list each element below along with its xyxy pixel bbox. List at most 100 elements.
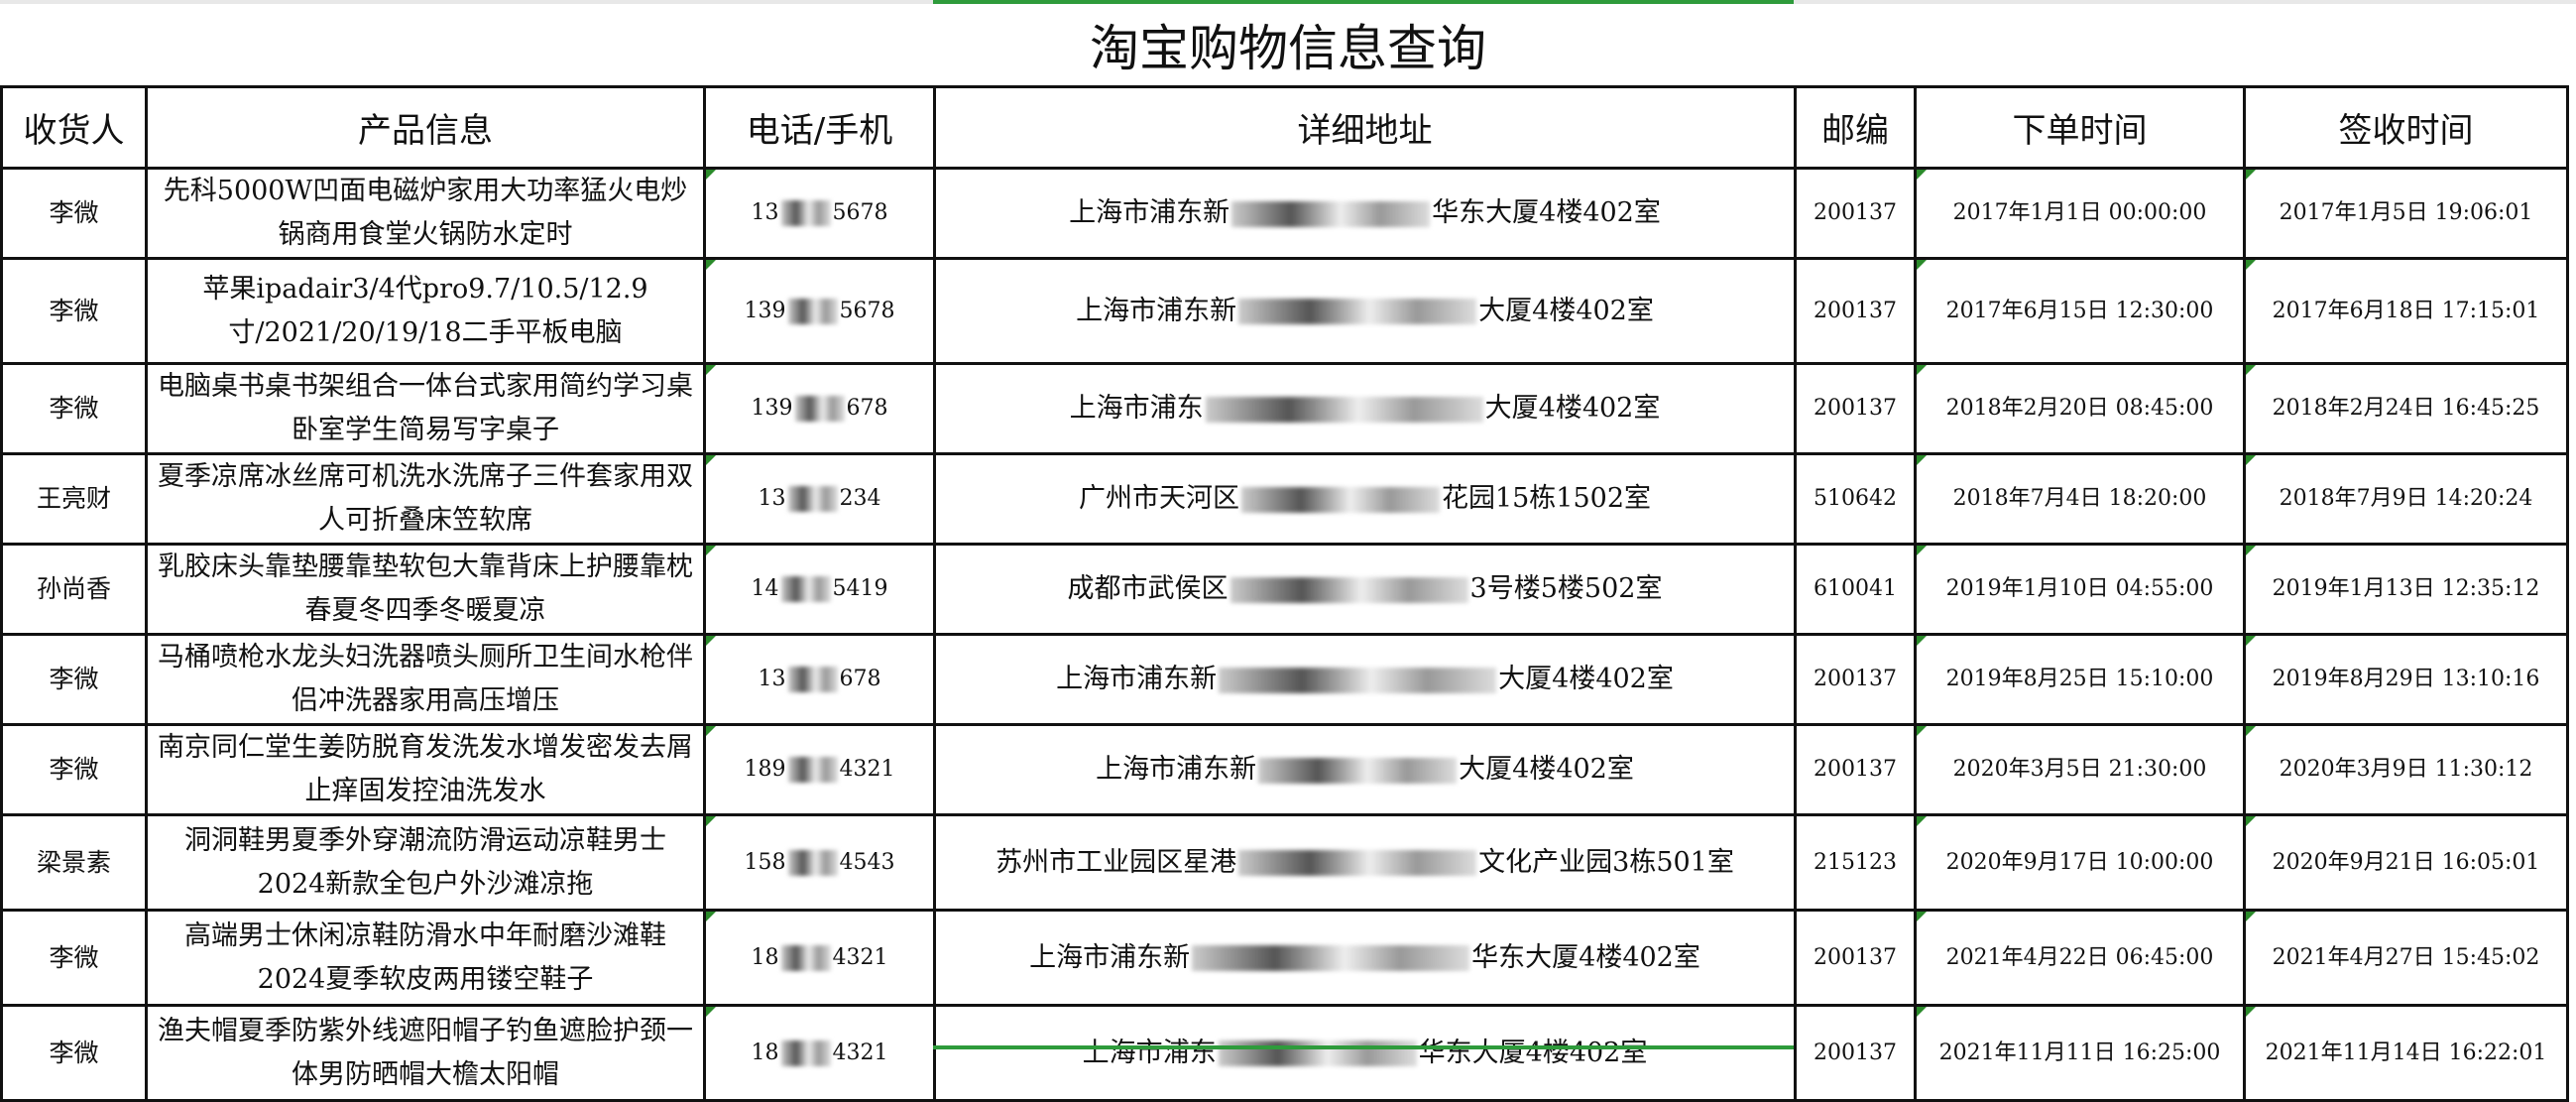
cell-order-time[interactable]: 2018年7月4日 18:20:00 — [1914, 452, 2246, 546]
redaction-blur — [794, 396, 845, 422]
phone-suffix: 5678 — [832, 200, 888, 225]
cell-address[interactable]: 广州市天河区 花园15栋1502室 — [933, 452, 1797, 546]
cell-recipient[interactable]: 李微 — [0, 167, 148, 260]
cell-recipient[interactable]: 王亮财 — [0, 452, 148, 546]
phone-suffix: 234 — [839, 486, 881, 511]
cell-zip[interactable]: 610041 — [1794, 543, 1917, 636]
cell-recipient[interactable]: 李微 — [0, 1004, 148, 1102]
cell-product[interactable]: 洞洞鞋男夏季外穿潮流防滑运动凉鞋男士2024新款全包户外沙滩凉拖 — [145, 813, 706, 912]
cell-recipient[interactable]: 李微 — [0, 257, 148, 365]
phone-prefix: 158 — [744, 849, 786, 875]
cell-order-time[interactable]: 2019年8月25日 15:10:00 — [1914, 633, 2246, 726]
header-sign-time[interactable]: 签收时间 — [2243, 85, 2569, 170]
cell-phone[interactable]: 13 5678 — [703, 167, 936, 260]
cell-address[interactable]: 上海市浦东 华东大厦4楼402室 — [933, 1004, 1797, 1102]
cell-recipient[interactable]: 李微 — [0, 909, 148, 1007]
cell-sign-time[interactable]: 2018年7月9日 14:20:24 — [2243, 452, 2569, 546]
cell-address[interactable]: 上海市浦东新 大厦4楼402室 — [933, 633, 1797, 726]
cell-product[interactable]: 渔夫帽夏季防紫外线遮阳帽子钓鱼遮脸护颈一体男防晒帽大檐太阳帽 — [145, 1004, 706, 1102]
address-prefix: 上海市浦东 — [1069, 393, 1204, 424]
cell-order-time[interactable]: 2018年2月20日 08:45:00 — [1914, 362, 2246, 455]
cell-product[interactable]: 南京同仁堂生姜防脱育发洗发水增发密发去屑止痒固发控油洗发水 — [145, 723, 706, 816]
cell-phone[interactable]: 18 4321 — [703, 909, 936, 1007]
cell-phone[interactable]: 189 4321 — [703, 723, 936, 816]
cell-address[interactable]: 上海市浦东 大厦4楼402室 — [933, 362, 1797, 455]
cell-sign-time[interactable]: 2017年1月5日 19:06:01 — [2243, 167, 2569, 260]
cell-recipient[interactable]: 孙尚香 — [0, 543, 148, 636]
cell-order-time[interactable]: 2017年6月15日 12:30:00 — [1914, 257, 2246, 365]
cell-order-time[interactable]: 2020年3月5日 21:30:00 — [1914, 723, 2246, 816]
cell-order-time[interactable]: 2021年4月22日 06:45:00 — [1914, 909, 2246, 1007]
header-address[interactable]: 详细地址 — [933, 85, 1797, 170]
cell-product[interactable]: 高端男士休闲凉鞋防滑水中年耐磨沙滩鞋2024夏季软皮两用镂空鞋子 — [145, 909, 706, 1007]
header-row: 收货人 产品信息 电话/手机 详细地址 邮编 下单时间 签收时间 — [0, 85, 2569, 170]
cell-product[interactable]: 乳胶床头靠垫腰靠垫软包大靠背床上护腰靠枕春夏冬四季冬暖夏凉 — [145, 543, 706, 636]
cell-product[interactable]: 夏季凉席冰丝席可机洗水洗席子三件套家用双人可折叠床笠软席 — [145, 452, 706, 546]
cell-order-time[interactable]: 2020年9月17日 10:00:00 — [1914, 813, 2246, 912]
cell-sign-time[interactable]: 2020年3月9日 11:30:12 — [2243, 723, 2569, 816]
cell-recipient[interactable]: 李微 — [0, 723, 148, 816]
phone-suffix: 678 — [839, 667, 881, 691]
redaction-blur — [780, 944, 831, 971]
header-order-time[interactable]: 下单时间 — [1914, 85, 2246, 170]
cell-phone[interactable]: 13 234 — [703, 452, 936, 546]
address-suffix: 大厦4楼402室 — [1478, 295, 1654, 326]
address-prefix: 上海市浦东新 — [1076, 295, 1237, 326]
phone-suffix: 678 — [846, 396, 888, 421]
cell-sign-time[interactable]: 2019年1月13日 12:35:12 — [2243, 543, 2569, 636]
cell-sign-time[interactable]: 2018年2月24日 16:45:25 — [2243, 362, 2569, 455]
cell-product[interactable]: 马桶喷枪水龙头妇洗器喷头厕所卫生间水枪伴侣冲洗器家用高压增压 — [145, 633, 706, 726]
cell-product[interactable]: 电脑桌书桌书架组合一体台式家用简约学习桌卧室学生简易写字桌子 — [145, 362, 706, 455]
cell-phone[interactable]: 13 678 — [703, 633, 936, 726]
header-recipient[interactable]: 收货人 — [0, 85, 148, 170]
cell-zip[interactable]: 200137 — [1794, 633, 1917, 726]
cell-zip[interactable]: 200137 — [1794, 1004, 1917, 1102]
cell-phone[interactable]: 139 5678 — [703, 257, 936, 365]
redaction-blur — [1238, 850, 1477, 876]
header-product[interactable]: 产品信息 — [145, 85, 706, 170]
cell-zip[interactable]: 200137 — [1794, 167, 1917, 260]
table-row: 李微 马桶喷枪水龙头妇洗器喷头厕所卫生间水枪伴侣冲洗器家用高压增压 13 678 … — [0, 633, 2569, 726]
cell-sign-time[interactable]: 2021年11月14日 16:22:01 — [2243, 1004, 2569, 1102]
cell-phone[interactable]: 139 678 — [703, 362, 936, 455]
cell-zip[interactable]: 215123 — [1794, 813, 1917, 912]
selection-indicator-bottom — [933, 1045, 1794, 1049]
phone-prefix: 13 — [758, 667, 786, 691]
phone-suffix: 4321 — [839, 757, 895, 782]
cell-address[interactable]: 成都市武侯区 3号楼5楼502室 — [933, 543, 1797, 636]
cell-recipient[interactable]: 李微 — [0, 362, 148, 455]
cell-product[interactable]: 先科5000W凹面电磁炉家用大功率猛火电炒锅商用食堂火锅防水定时 — [145, 167, 706, 260]
cell-phone[interactable]: 14 5419 — [703, 543, 936, 636]
table-row: 孙尚香 乳胶床头靠垫腰靠垫软包大靠背床上护腰靠枕春夏冬四季冬暖夏凉 14 5419… — [0, 543, 2569, 636]
phone-prefix: 18 — [751, 944, 779, 970]
header-phone[interactable]: 电话/手机 — [703, 85, 936, 170]
cell-order-time[interactable]: 2021年11月11日 16:25:00 — [1914, 1004, 2246, 1102]
cell-address[interactable]: 上海市浦东新 大厦4楼402室 — [933, 257, 1797, 365]
cell-sign-time[interactable]: 2020年9月21日 16:05:01 — [2243, 813, 2569, 912]
cell-recipient[interactable]: 李微 — [0, 633, 148, 726]
cell-address[interactable]: 苏州市工业园区星港 文化产业园3栋501室 — [933, 813, 1797, 912]
redaction-blur — [780, 200, 831, 226]
top-border — [0, 0, 2576, 4]
cell-sign-time[interactable]: 2017年6月18日 17:15:01 — [2243, 257, 2569, 365]
cell-order-time[interactable]: 2017年1月1日 00:00:00 — [1914, 167, 2246, 260]
cell-sign-time[interactable]: 2021年4月27日 15:45:02 — [2243, 909, 2569, 1007]
cell-address[interactable]: 上海市浦东新 华东大厦4楼402室 — [933, 167, 1797, 260]
cell-address[interactable]: 上海市浦东新 大厦4楼402室 — [933, 723, 1797, 816]
cell-address[interactable]: 上海市浦东新 华东大厦4楼402室 — [933, 909, 1797, 1007]
phone-prefix: 13 — [751, 200, 779, 225]
cell-recipient[interactable]: 梁景素 — [0, 813, 148, 912]
cell-phone[interactable]: 158 4543 — [703, 813, 936, 912]
cell-zip[interactable]: 200137 — [1794, 909, 1917, 1007]
cell-zip[interactable]: 200137 — [1794, 723, 1917, 816]
header-zip[interactable]: 邮编 — [1794, 85, 1917, 170]
cell-zip[interactable]: 510642 — [1794, 452, 1917, 546]
table-row: 李微 南京同仁堂生姜防脱育发洗发水增发密发去屑止痒固发控油洗发水 189 4321… — [0, 723, 2569, 816]
cell-sign-time[interactable]: 2019年8月29日 13:10:16 — [2243, 633, 2569, 726]
cell-zip[interactable]: 200137 — [1794, 362, 1917, 455]
cell-phone[interactable]: 18 4321 — [703, 1004, 936, 1102]
cell-zip[interactable]: 200137 — [1794, 257, 1917, 365]
cell-order-time[interactable]: 2019年1月10日 04:55:00 — [1914, 543, 2246, 636]
cell-product[interactable]: 苹果ipadair3/4代pro9.7/10.5/12.9寸/2021/20/1… — [145, 257, 706, 365]
table-row: 李微 渔夫帽夏季防紫外线遮阳帽子钓鱼遮脸护颈一体男防晒帽大檐太阳帽 18 4321… — [0, 1004, 2569, 1102]
